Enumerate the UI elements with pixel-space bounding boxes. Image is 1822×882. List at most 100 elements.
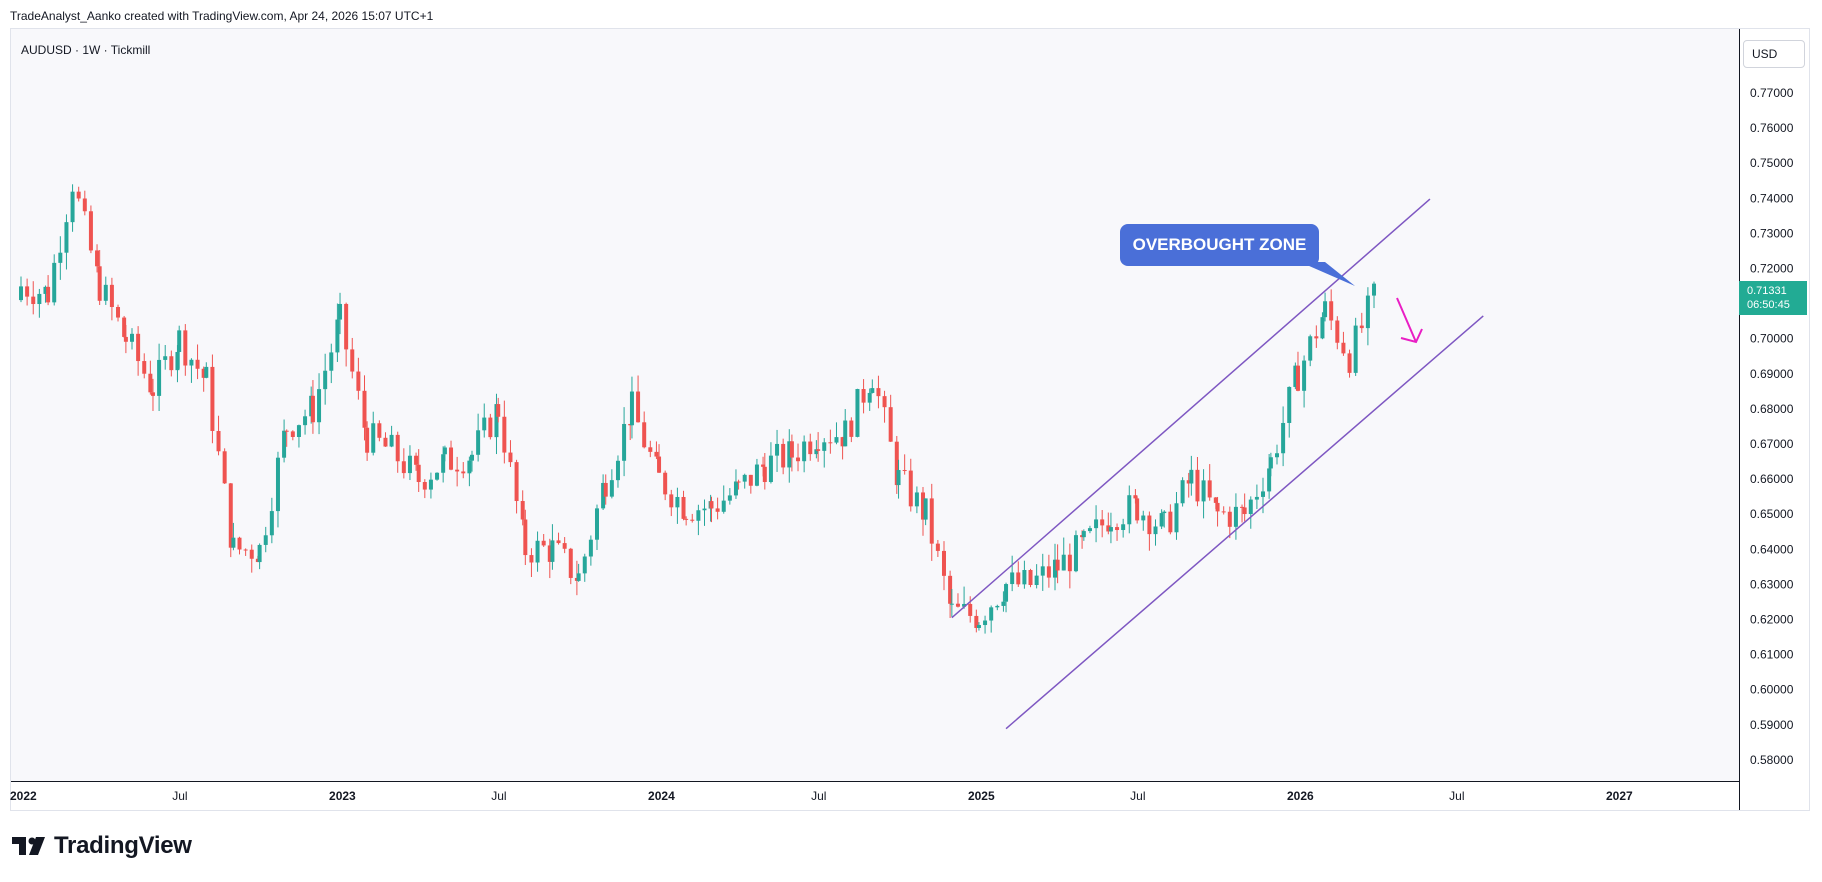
candle-body (64, 222, 69, 253)
candle-body (441, 454, 446, 473)
candle-body (401, 461, 406, 474)
candle-body (762, 466, 767, 483)
candle-body (222, 451, 227, 484)
candle-body (654, 451, 659, 457)
candle-body (189, 359, 194, 366)
tradingview-logo-text: TradingView (54, 832, 192, 859)
channel-upper-line[interactable] (951, 198, 1431, 619)
candle-body (1028, 570, 1033, 585)
candle-body (130, 333, 135, 342)
candle-body (888, 407, 893, 442)
candle-body (921, 492, 926, 520)
candle-body (929, 498, 934, 544)
candle-body (761, 464, 766, 467)
candle-body (748, 474, 753, 486)
time-axis[interactable]: 2022 Jul 2023 Jul 2024 Jul 2025 Jul 2026 Jul 2027 (10, 789, 1633, 803)
candle-body (228, 483, 233, 548)
candle-body (148, 373, 153, 393)
candle-body (1106, 525, 1111, 532)
candle-body (562, 543, 567, 549)
candle-body (31, 296, 36, 305)
candle-body (1359, 325, 1364, 329)
down-arrow-icon[interactable] (1396, 297, 1423, 344)
candle-body (157, 359, 162, 396)
candle-body (709, 501, 714, 509)
candle-body (467, 460, 472, 474)
candle-body (303, 416, 308, 426)
candle-body (356, 371, 361, 391)
candle-body (377, 423, 382, 438)
candle-body (169, 356, 174, 371)
candle-body (407, 455, 412, 474)
candle-body (383, 437, 388, 447)
candle-body (46, 286, 51, 303)
candle-body (1233, 506, 1238, 527)
candle-body (210, 366, 215, 431)
channel-lower-line[interactable] (1005, 315, 1484, 730)
candle-body (855, 389, 860, 437)
time-tick-label: 2025 (968, 789, 995, 803)
time-tick-label: 2026 (1287, 789, 1314, 803)
price-axis[interactable]: 0.77000 0.76000 0.75000 0.74000 0.73000 0.720… (1750, 86, 1794, 767)
candle-body (25, 286, 30, 297)
candle-body (1121, 524, 1126, 531)
candle-body (1329, 301, 1334, 321)
overbought-callout[interactable]: OVERBOUGHT ZONE (1120, 224, 1319, 266)
channel-layer[interactable] (951, 198, 1484, 730)
candle-body (502, 416, 507, 453)
candle-body (609, 480, 614, 497)
price-tick-label: 0.70000 (1750, 332, 1794, 346)
candle-body (395, 434, 400, 462)
candle-body (1353, 325, 1358, 373)
candle-body (116, 307, 121, 318)
candle-body (1242, 507, 1247, 515)
bar-countdown: 06:50:45 (1747, 299, 1790, 311)
currency-button[interactable]: USD (1743, 40, 1805, 68)
candle-body (231, 537, 236, 548)
candle-body (1081, 531, 1086, 538)
candle-body (1268, 457, 1273, 469)
tradingview-logo[interactable]: TradingView (12, 832, 192, 860)
candle-body (365, 427, 370, 453)
candle-body (1372, 283, 1377, 296)
candle-body (37, 293, 42, 305)
candle-body (955, 603, 960, 607)
candle-body (1034, 575, 1039, 585)
candle-body (989, 607, 994, 621)
candle-body (1186, 480, 1191, 484)
candle-body (163, 356, 168, 360)
candle-body (1147, 515, 1152, 535)
candle-body (362, 390, 367, 428)
candle-body (1174, 503, 1179, 533)
candle-body (902, 470, 907, 472)
price-tick-label: 0.61000 (1750, 648, 1794, 662)
candle-body (263, 535, 268, 545)
candle-body (861, 389, 866, 403)
candle-body (754, 464, 759, 486)
candle-body (1180, 480, 1185, 504)
candle-body (702, 508, 707, 511)
candle-body (523, 519, 528, 556)
candle-body (323, 370, 328, 390)
candle-body (1067, 554, 1072, 572)
candle-body (582, 556, 587, 574)
candle-body (1308, 336, 1313, 361)
symbol-info[interactable]: AUDUSD · 1W · Tickmill (21, 43, 151, 57)
candle-body (1010, 572, 1015, 585)
candle-body (389, 434, 394, 447)
candle-body (822, 442, 827, 451)
candle-body (520, 501, 525, 520)
time-tick-label: 2024 (648, 789, 675, 803)
candle-body (201, 368, 206, 378)
candle-body (1281, 422, 1286, 454)
price-tick-label: 0.59000 (1750, 718, 1794, 732)
candle-body (535, 540, 540, 563)
candle-body (1040, 566, 1045, 576)
candle-body (935, 543, 940, 551)
candle-body (684, 518, 689, 520)
price-tick-label: 0.63000 (1750, 577, 1794, 591)
candle-body (834, 437, 839, 443)
candle-body (269, 511, 274, 536)
candle-body (257, 544, 262, 563)
